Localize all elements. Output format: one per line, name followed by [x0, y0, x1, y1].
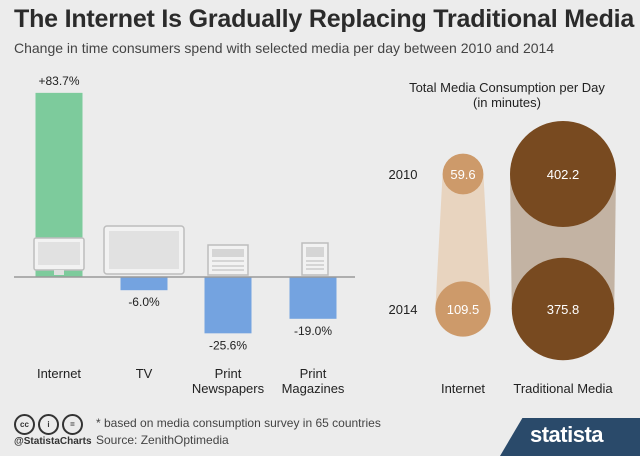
- bar: [120, 277, 168, 291]
- attribution-icon: i: [38, 414, 59, 435]
- bubble: [442, 153, 484, 195]
- category-label: Internet: [37, 366, 81, 381]
- chart-subtitle: Change in time consumers spend with sele…: [14, 40, 555, 56]
- category-label: TV: [136, 366, 153, 381]
- bar: [289, 277, 337, 319]
- bar-value-label: -25.6%: [209, 338, 247, 352]
- bar-value-label: -6.0%: [128, 295, 160, 309]
- bar-value-label: +83.7%: [38, 74, 79, 88]
- column-label: Traditional Media: [513, 381, 613, 396]
- row-label: 2010: [389, 167, 418, 182]
- magazine-icon: [301, 242, 329, 276]
- column-label: Internet: [441, 381, 485, 396]
- bubble-chart: Total Media Consumption per Day (in minut…: [389, 80, 616, 396]
- footnote: * based on media consumption survey in 6…: [96, 416, 381, 430]
- logo-text: statista: [530, 422, 604, 447]
- bubble: [435, 281, 491, 337]
- source-note: Source: ZenithOptimedia: [96, 433, 229, 447]
- bubble-value-label: 109.5: [447, 302, 480, 317]
- connector-band: [435, 174, 491, 309]
- bubble-value-label: 59.6: [450, 167, 475, 182]
- bubble-chart-title: Total Media Consumption per Day (in minut…: [409, 80, 605, 110]
- bar-value-label: -19.0%: [294, 324, 332, 338]
- bar: [204, 277, 252, 334]
- row-label: 2014: [389, 302, 418, 317]
- chart-title: The Internet Is Gradually Replacing Trad…: [14, 5, 635, 33]
- bubble: [511, 257, 615, 361]
- bubble-value-label: 402.2: [547, 167, 580, 182]
- tv-icon: [103, 225, 185, 275]
- category-label: Print Newspapers: [192, 366, 265, 396]
- category-label: Print Magazines: [282, 366, 345, 396]
- social-handle: @StatistaCharts: [14, 436, 92, 447]
- monitor-icon: [33, 237, 85, 275]
- bubble: [510, 121, 616, 227]
- newspaper-icon: [207, 244, 249, 276]
- no-derivatives-icon: =: [62, 414, 83, 435]
- license-icons: cc i =: [14, 414, 83, 435]
- bar-chart: +83.7% Internet -6.0% TV -25.6% Print Newspape…: [14, 74, 355, 396]
- cc-icon: cc: [14, 414, 35, 435]
- statista-logo[interactable]: statista: [500, 418, 640, 456]
- bubble-value-label: 375.8: [547, 302, 580, 317]
